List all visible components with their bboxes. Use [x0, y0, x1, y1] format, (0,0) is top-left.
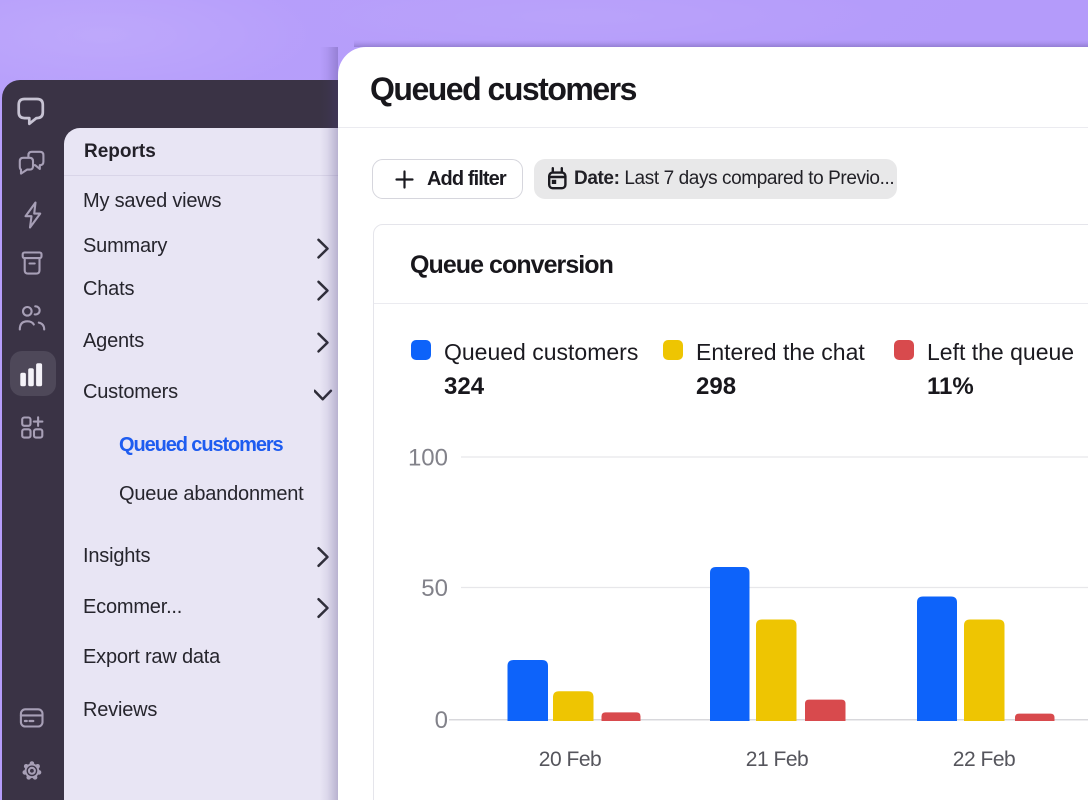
svg-text:0: 0	[435, 707, 448, 734]
svg-text:21 Feb: 21 Feb	[746, 748, 808, 771]
svg-text:100: 100	[408, 445, 448, 472]
svg-text:50: 50	[421, 575, 448, 602]
svg-text:22 Feb: 22 Feb	[953, 748, 1015, 771]
svg-text:20 Feb: 20 Feb	[539, 748, 601, 771]
